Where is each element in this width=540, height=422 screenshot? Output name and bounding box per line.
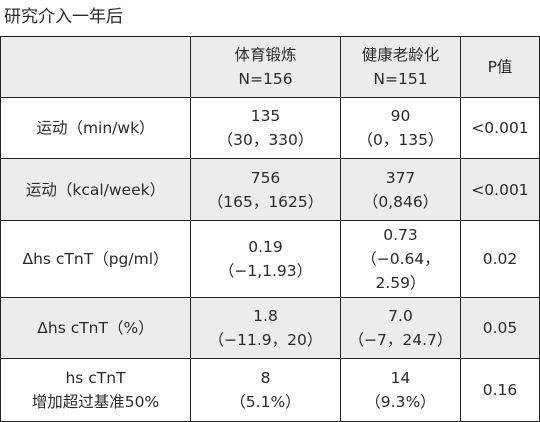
cell: 14 （9.3%） xyxy=(340,358,461,422)
cell: P值 xyxy=(460,36,540,98)
cell-line: （−11.9，20） xyxy=(208,331,323,349)
cell-line: （−0.64， xyxy=(361,250,440,268)
cell-line: （5.1%） xyxy=(230,393,301,411)
results-table: 体育锻炼 N=156 健康老龄化 N=151 P值运动（min/wk） 135 （30，33… xyxy=(0,36,540,422)
cell-line: N=151 xyxy=(373,70,428,88)
cell: 1.8 （−11.9，20） xyxy=(190,297,341,359)
cell: 8 （5.1%） xyxy=(190,358,341,422)
cell: 7.0 （−7，24.7） xyxy=(340,297,461,359)
cell-line: 377 xyxy=(385,168,416,187)
cell-line: 运动（kcal/week） xyxy=(25,180,166,199)
cell: 0.73 （−0.64， 2.59） xyxy=(340,220,461,298)
cell: 0.16 xyxy=(460,358,540,422)
cell: Δhs cTnT（%） xyxy=(0,297,191,359)
cell-line: 135 xyxy=(250,107,281,125)
cell: 0.19 （−1,1.93） xyxy=(190,220,341,298)
cell: 健康老龄化 N=151 xyxy=(340,36,461,98)
cell: 377 （0,846） xyxy=(340,158,461,221)
header-row: 体育锻炼 N=156 健康老龄化 N=151 P值 xyxy=(0,36,540,98)
cell-line: （−1,1.93） xyxy=(218,262,313,280)
cell: 体育锻炼 N=156 xyxy=(190,36,341,98)
cell-line: 增加超过基准50% xyxy=(31,393,160,411)
cell: 0.02 xyxy=(460,220,540,298)
cell-line: <0.001 xyxy=(471,180,529,199)
cell: 135 （30，330） xyxy=(190,97,341,159)
cell-line: 运动（min/wk） xyxy=(36,119,155,137)
cell: 运动（min/wk） xyxy=(0,97,191,159)
cell-line: （0,846） xyxy=(362,192,439,211)
cell: Δhs cTnT（pg/ml） xyxy=(0,220,191,298)
cell: hs cTnT 增加超过基准50% xyxy=(0,358,191,422)
cell-line: 0.16 xyxy=(482,381,518,399)
cell: 90 （0，135） xyxy=(340,97,461,159)
cell-line: Δhs cTnT（pg/ml） xyxy=(22,250,169,268)
cell-line: 8 xyxy=(260,369,271,387)
data-row: 运动（min/wk） 135 （30，330） 90 （0，135） <0.001 xyxy=(0,97,540,159)
title: 研究介入一年后 xyxy=(4,7,123,27)
cell-line: 体育锻炼 xyxy=(234,46,297,64)
cell: 运动（kcal/week） xyxy=(0,158,191,221)
cell-line: 0.02 xyxy=(482,250,518,268)
data-row: Δhs cTnT（pg/ml） 0.19 （−1,1.93） 0.73 （−0.64， 2… xyxy=(0,220,540,298)
cell-line: （30，330） xyxy=(217,131,314,149)
cell-line: N=156 xyxy=(238,70,293,88)
cell-line: 1.8 xyxy=(253,307,278,325)
data-row: Δhs cTnT（%） 1.8 （−11.9，20） 7.0 （−7，24.7） 0.05 xyxy=(0,297,540,359)
cell-line: 7.0 xyxy=(388,307,413,325)
cell: 756 （165，1625） xyxy=(190,158,341,221)
cell-line: 90 xyxy=(390,107,411,125)
cell-line: Δhs cTnT（%） xyxy=(37,319,154,337)
data-row: 运动（kcal/week） 756 （165，1625） 377 （0,846） <0.0… xyxy=(0,158,540,221)
cell-line: P值 xyxy=(487,58,513,76)
cell-line: （165，1625） xyxy=(207,192,324,211)
cell: <0.001 xyxy=(460,97,540,159)
cell-line: （9.3%） xyxy=(365,393,436,411)
cell-line: 健康老龄化 xyxy=(361,46,440,64)
cell-line: 0.19 xyxy=(248,238,283,256)
cell-line: 0.73 xyxy=(383,226,418,244)
cell: <0.001 xyxy=(460,158,540,221)
cell-line: <0.001 xyxy=(471,119,529,137)
cell-line: 756 xyxy=(250,168,281,187)
cell-line: 2.59） xyxy=(375,274,426,292)
cell: 0.05 xyxy=(460,297,540,359)
cell-line: hs cTnT xyxy=(65,369,126,387)
cell-line: （0，135） xyxy=(357,131,444,149)
data-row: hs cTnT 增加超过基准50% 8 （5.1%） 14 （9.3%） 0.16 xyxy=(0,358,540,422)
cell xyxy=(0,36,191,98)
cell-line: 0.05 xyxy=(482,319,518,337)
cell-line: 14 xyxy=(390,369,411,387)
cell-line: （−7，24.7） xyxy=(348,331,453,349)
